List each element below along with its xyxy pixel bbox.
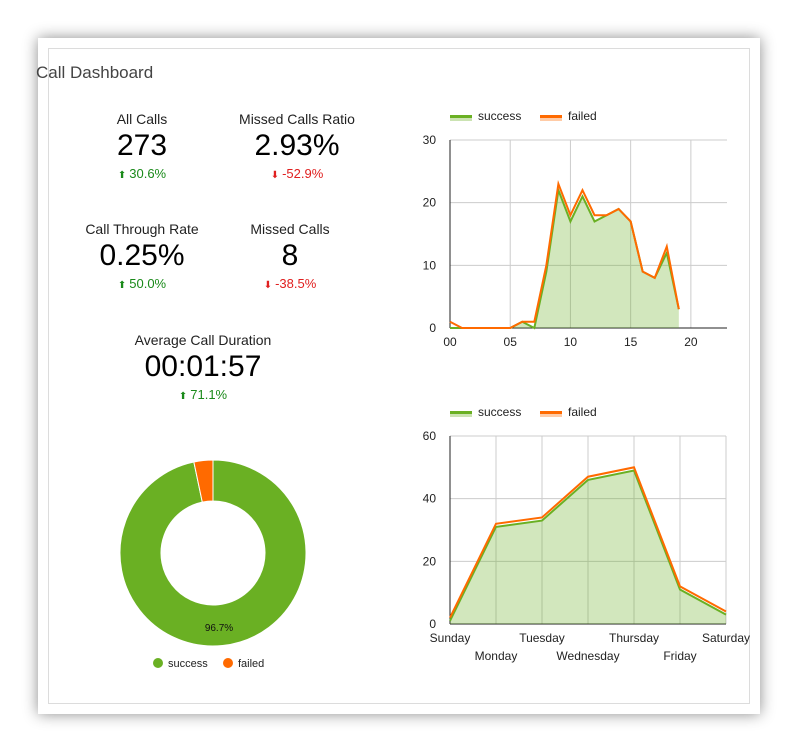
metric-change-value: 30.6% xyxy=(129,166,167,181)
failed-line xyxy=(449,466,727,619)
metric-missed-calls: Missed Calls 8 ⬇ -38.5% xyxy=(210,221,370,291)
metric-change-value: -52.9% xyxy=(282,166,324,181)
x-tick-label: 15 xyxy=(624,335,638,349)
donut-chart: 96.7% success failed xyxy=(119,459,307,670)
success-area xyxy=(450,470,726,624)
legend-label-failed: failed xyxy=(238,658,264,670)
metric-change: ⬆ 50.0% xyxy=(62,276,222,291)
dashboard-title: Call Dashboard xyxy=(36,63,154,82)
legend-swatch-fill-failed xyxy=(540,414,562,417)
x-tick-label: 10 xyxy=(564,335,578,349)
metric-all-calls: All Calls 273 ⬆ 30.6% xyxy=(62,111,222,181)
y-tick-label: 20 xyxy=(423,554,437,568)
slice-success xyxy=(119,459,307,647)
metric-value: 00:01:57 xyxy=(144,350,262,383)
legend-swatch-fill-success xyxy=(450,118,472,121)
legend-label-success: success xyxy=(168,658,208,670)
metric-label: All Calls xyxy=(116,111,168,127)
legend-swatch-success xyxy=(450,411,472,414)
legend-label-success: success xyxy=(478,405,521,419)
legend-label-failed: failed xyxy=(568,405,597,419)
slice-label: 96.7% xyxy=(205,623,233,634)
metric-missed-calls-ratio: Missed Calls Ratio 2.93% ⬇ -52.9% xyxy=(217,111,377,181)
hourly-area-chart: success failed 0 10 20 30 00 05 10 15 20 xyxy=(423,109,727,349)
x-tick-label: Wednesday xyxy=(556,649,619,663)
dashboard-card-inner xyxy=(48,48,750,704)
slice-failed xyxy=(193,459,214,503)
metric-change-value: 50.0% xyxy=(129,276,167,291)
y-tick-label: 0 xyxy=(429,617,436,631)
metric-average-call-duration: Average Call Duration 00:01:57 ⬆ 71.1% xyxy=(123,332,283,402)
legend-swatch-failed xyxy=(540,115,562,118)
legend-swatch-success xyxy=(450,115,472,118)
metric-value: 8 xyxy=(281,239,299,272)
metric-label: Missed Calls xyxy=(250,221,330,237)
legend-label-success: success xyxy=(478,109,521,123)
x-tick-label: Sunday xyxy=(430,631,471,645)
legend-dot-failed xyxy=(223,658,233,668)
metric-label: Missed Calls Ratio xyxy=(239,111,355,127)
x-tick-label: 20 xyxy=(684,335,698,349)
metric-value: 0.25% xyxy=(99,239,185,272)
x-tick-label: 05 xyxy=(504,335,518,349)
legend-label-failed: failed xyxy=(568,109,597,123)
metric-label: Average Call Duration xyxy=(134,332,272,348)
arrow-up-icon: ⬆ xyxy=(117,280,127,291)
metric-change-value: -38.5% xyxy=(275,276,317,291)
metric-change: ⬇ -52.9% xyxy=(217,166,377,181)
arrow-down-icon: ⬇ xyxy=(270,170,280,181)
arrow-up-icon: ⬆ xyxy=(178,391,188,402)
failed-line xyxy=(449,179,680,329)
metric-change: ⬇ -38.5% xyxy=(210,276,370,291)
metric-change: ⬆ 71.1% xyxy=(123,387,283,402)
y-tick-label: 0 xyxy=(429,321,436,335)
metric-value: 2.93% xyxy=(254,129,340,162)
arrow-up-icon: ⬆ xyxy=(117,170,127,181)
x-tick-label: Tuesday xyxy=(519,631,565,645)
metric-change-value: 71.1% xyxy=(190,387,228,402)
metric-change: ⬆ 30.6% xyxy=(62,166,222,181)
arrow-down-icon: ⬇ xyxy=(263,280,273,291)
x-tick-label: 00 xyxy=(443,335,457,349)
x-tick-label: Saturday xyxy=(702,631,750,645)
legend-swatch-fill-success xyxy=(450,414,472,417)
y-tick-label: 10 xyxy=(423,258,437,272)
metric-label: Call Through Rate xyxy=(85,221,199,237)
y-tick-label: 30 xyxy=(423,133,437,147)
metric-call-through-rate: Call Through Rate 0.25% ⬆ 50.0% xyxy=(62,221,222,291)
legend-swatch-failed xyxy=(540,411,562,414)
success-area xyxy=(450,190,679,328)
y-tick-label: 60 xyxy=(423,429,437,443)
y-tick-label: 40 xyxy=(423,492,437,506)
x-tick-label: Thursday xyxy=(609,631,659,645)
legend-dot-success xyxy=(153,658,163,668)
metric-value: 273 xyxy=(116,129,168,162)
success-line xyxy=(449,469,727,622)
x-tick-label: Monday xyxy=(475,649,518,663)
y-tick-label: 20 xyxy=(423,196,437,210)
x-tick-label: Friday xyxy=(663,649,696,663)
legend-swatch-fill-failed xyxy=(540,118,562,121)
